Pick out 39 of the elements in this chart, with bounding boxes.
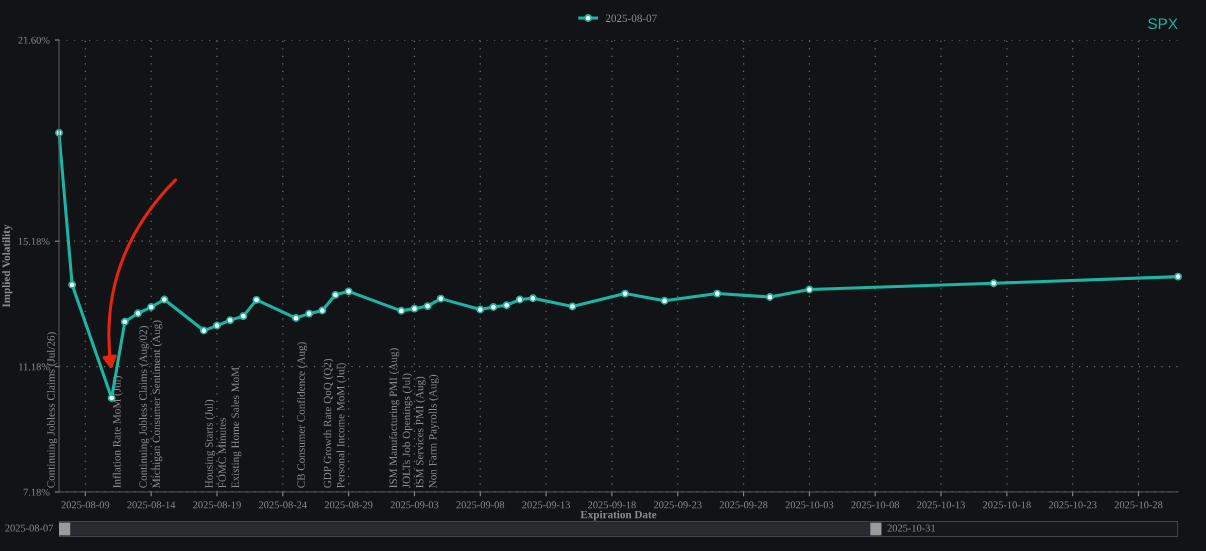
- x-tick-label: 2025-08-29: [324, 501, 373, 509]
- x-tick-label: 2025-10-13: [917, 501, 965, 509]
- x-tick-label: 2025-08-14: [127, 501, 176, 509]
- annotation: ISM Services PMI (Aug): [415, 376, 426, 488]
- annotation: Michigan Consumer Sentiment (Aug): [152, 320, 163, 488]
- x-axis-title: Expiration Date: [580, 510, 657, 521]
- annotation: Existing Home Sales MoM: [231, 367, 242, 488]
- text: 2025-08-07: [5, 524, 54, 532]
- x-tick-label: 2025-10-08: [851, 501, 900, 509]
- x-tick-label: 2025-09-13: [522, 501, 570, 509]
- annotation: Personal Income MoM (Jul): [336, 363, 347, 488]
- legend-label: 2025-08-07: [605, 14, 657, 23]
- x-tick-label: 2025-08-24: [258, 501, 307, 509]
- x-tick-label: 2025-09-23: [653, 501, 702, 509]
- x-tick-label: 2025-09-28: [719, 501, 768, 509]
- annotation: Non Farm Payrolls (Aug): [428, 374, 439, 488]
- chart-title: SPX: [1148, 18, 1178, 30]
- x-tick-label: 2025-08-19: [193, 501, 241, 509]
- x-tick-label: 2025-10-18: [983, 501, 1031, 509]
- x-tick-label: 2025-10-23: [1048, 501, 1097, 509]
- y-tick-label: 21.60%: [18, 36, 50, 44]
- x-tick-label: 2025-09-03: [390, 501, 439, 509]
- x-tick-label: 2025-10-28: [1114, 501, 1163, 509]
- annotation: Continuing Jobless Claims (Aug/02): [139, 326, 150, 488]
- annotation: JOLTs Job Openings (Jul): [402, 373, 413, 489]
- y-tick-label: 7.18%: [23, 488, 50, 496]
- annotation: FOMC Minutes: [218, 417, 226, 488]
- text: 2025-10-31: [887, 524, 936, 532]
- x-tick-label: 2025-09-08: [456, 501, 505, 509]
- x-tick-label: 2025-08-09: [61, 501, 110, 509]
- annotation: Inflation Rate MoM (Jul): [112, 376, 123, 488]
- y-axis-title: Implied Volatility: [2, 224, 13, 308]
- annotation: Housing Starts (Jul): [204, 399, 215, 488]
- x-tick-label: 2025-09-18: [588, 501, 636, 509]
- y-tick-label: 15.18%: [18, 237, 50, 245]
- annotation: CB Consumer Confidence (Aug): [296, 342, 308, 488]
- annotation: GDP Growth Rate QoQ (Q2): [323, 358, 334, 488]
- annotation: ISM Manufacturing PMI (Aug): [389, 348, 400, 488]
- x-tick-label: 2025-10-03: [785, 501, 834, 509]
